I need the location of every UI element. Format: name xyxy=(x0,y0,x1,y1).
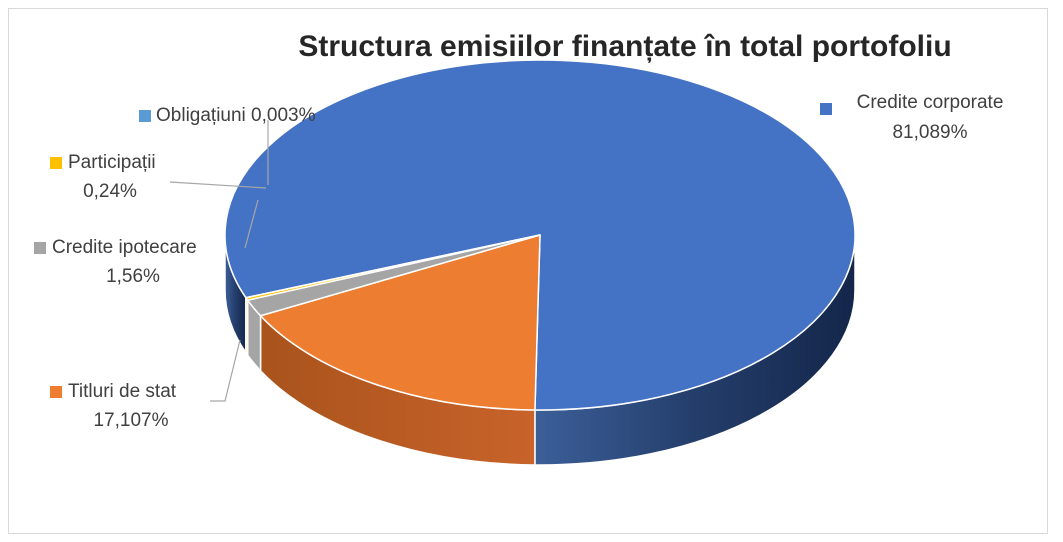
legend-marker-participatii xyxy=(50,157,62,169)
legend-marker-credite-ipotecare xyxy=(34,242,46,254)
legend-marker-titluri-de-stat xyxy=(50,386,62,398)
slice-name-participatii: Participații xyxy=(68,152,156,173)
slice-labels: Credite corporate 81,089% Titluri de stat 1… xyxy=(34,92,1003,431)
slice-label-obligatiuni: Obligațiuni 0,003% xyxy=(156,105,316,126)
slice-value-titluri-de-stat: 17,107% xyxy=(93,410,168,431)
slice-titluri-de-stat xyxy=(259,234,541,411)
leader-line-participatii xyxy=(169,181,267,189)
leader-lines xyxy=(169,120,269,402)
slice-name-credite-corporate: Credite corporate xyxy=(857,92,1004,113)
leader-line-credite-ipotecare xyxy=(244,199,259,249)
chart-title: Structura emisiilor finanțate în total p… xyxy=(298,30,952,63)
legend-marker-credite-corporate xyxy=(820,103,832,115)
leader-line-titluri-de-stat xyxy=(210,339,241,402)
slice-obligatiuni xyxy=(245,234,541,299)
slice-value-credite-ipotecare: 1,56% xyxy=(106,266,160,287)
slice-value-participatii: 0,24% xyxy=(83,181,137,202)
slice-name-credite-ipotecare: Credite ipotecare xyxy=(52,237,197,258)
legend-marker-obligatiuni xyxy=(139,110,151,122)
pie-tops xyxy=(224,59,856,411)
slice-name-titluri-de-stat: Titluri de stat xyxy=(68,381,177,402)
slice-value-credite-corporate: 81,089% xyxy=(892,122,967,143)
